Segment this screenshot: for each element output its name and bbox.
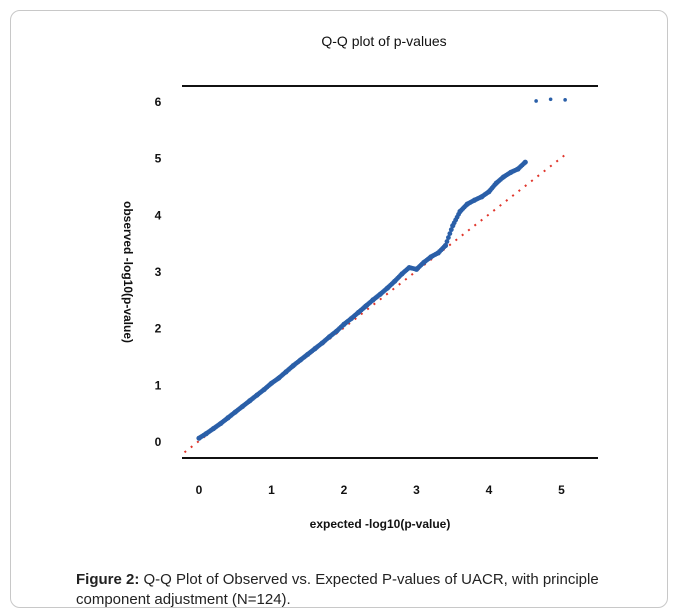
y-tick-label: 3 — [155, 265, 162, 279]
x-axis-label: expected -log10(p-value) — [310, 517, 451, 531]
x-axis-ticks: 0 1 2 3 4 5 — [196, 483, 566, 497]
x-tick-label: 4 — [486, 483, 493, 497]
data-point — [522, 159, 528, 165]
data-point — [442, 242, 449, 249]
y-tick-label: 5 — [155, 152, 162, 166]
y-tick-label: 6 — [155, 95, 162, 109]
x-tick-label: 3 — [413, 483, 420, 497]
data-point — [534, 99, 538, 103]
chart-title: Q-Q plot of p-values — [321, 33, 446, 49]
y-tick-label: 2 — [155, 322, 162, 336]
data-point — [448, 227, 454, 233]
data-point — [446, 235, 451, 240]
x-tick-label: 2 — [341, 483, 348, 497]
data-point — [548, 97, 553, 102]
y-tick-label: 1 — [155, 378, 162, 392]
figure-label: Figure 2: — [76, 571, 140, 588]
data-point — [447, 231, 453, 236]
data-point — [563, 98, 567, 102]
y-axis-label: observed -log10(p-value) — [121, 201, 135, 343]
x-tick-label: 1 — [268, 483, 275, 497]
data-points — [196, 97, 567, 441]
y-tick-label: 0 — [155, 435, 162, 449]
data-point — [444, 239, 450, 244]
y-tick-label: 4 — [155, 208, 162, 222]
caption-text: Q-Q Plot of Observed vs. Expected P-valu… — [76, 571, 599, 608]
figure-frame — [10, 10, 668, 608]
x-tick-label: 0 — [196, 483, 203, 497]
y-axis-ticks: 0 1 2 3 4 5 6 — [155, 95, 162, 449]
x-tick-label: 5 — [558, 483, 565, 497]
figure-caption: Figure 2: Q-Q Plot of Observed vs. Expec… — [76, 570, 636, 610]
